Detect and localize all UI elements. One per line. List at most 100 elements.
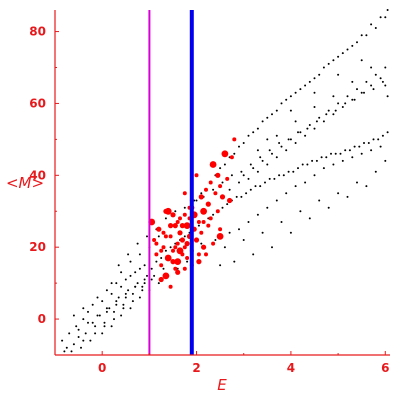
black-data-point — [370, 84, 373, 87]
black-data-point — [247, 221, 250, 223]
x-tick-label: 0 — [98, 361, 106, 375]
black-data-point — [96, 314, 99, 317]
black-data-point — [247, 177, 250, 180]
black-data-point — [346, 195, 349, 198]
x-tick-label: 2 — [192, 361, 200, 375]
black-data-point — [103, 325, 106, 328]
black-data-point — [264, 181, 266, 184]
black-data-point — [136, 242, 139, 245]
black-data-point — [120, 314, 123, 317]
black-data-point — [379, 77, 382, 80]
black-data-point — [127, 289, 130, 292]
black-data-point — [169, 246, 172, 249]
x-tick-label: 6 — [381, 361, 389, 375]
black-data-point — [374, 27, 377, 29]
black-data-point — [339, 152, 342, 155]
black-data-point — [117, 264, 120, 267]
red-data-point — [161, 245, 166, 250]
red-data-point — [173, 266, 178, 271]
black-data-point — [82, 318, 85, 321]
y-tick-label: 0 — [38, 312, 46, 326]
black-data-point — [103, 321, 106, 324]
red-data-point — [178, 216, 182, 221]
red-data-point — [175, 220, 180, 224]
black-data-point — [72, 314, 75, 317]
red-data-point — [215, 172, 221, 178]
black-data-point — [266, 138, 269, 141]
red-data-point — [154, 241, 159, 246]
black-data-point — [256, 149, 259, 152]
red-data-point — [175, 241, 180, 246]
black-data-point — [96, 296, 99, 299]
black-data-point — [110, 282, 113, 285]
black-data-point — [384, 84, 387, 87]
black-data-point — [297, 167, 299, 170]
black-data-point — [134, 271, 137, 274]
black-data-point — [351, 156, 354, 159]
y-tick-label: 20 — [29, 240, 46, 254]
black-data-point — [381, 134, 384, 137]
red-data-point — [201, 244, 207, 250]
black-data-point — [242, 239, 245, 241]
black-data-point — [63, 350, 66, 353]
black-data-point — [301, 163, 304, 166]
black-data-point — [367, 142, 370, 144]
black-data-point — [80, 346, 82, 349]
black-data-point — [219, 167, 222, 170]
black-data-point — [377, 138, 380, 141]
black-data-point — [212, 188, 215, 191]
black-data-point — [308, 80, 311, 83]
black-data-point — [162, 267, 165, 270]
red-data-point — [196, 220, 201, 224]
black-data-point — [337, 73, 340, 76]
black-data-point — [306, 127, 309, 130]
black-data-point — [287, 170, 290, 173]
black-data-point — [365, 34, 368, 37]
black-data-point — [308, 217, 311, 220]
red-data-point — [173, 245, 178, 250]
red-data-point — [196, 259, 202, 265]
black-data-point — [372, 138, 375, 141]
black-data-point — [124, 278, 127, 281]
black-data-point — [261, 120, 264, 123]
black-data-point — [129, 307, 132, 310]
black-data-point — [271, 113, 273, 116]
black-data-point — [386, 131, 389, 134]
black-data-point — [141, 285, 144, 288]
red-data-point — [163, 234, 168, 239]
black-data-point — [98, 314, 101, 317]
black-data-point — [332, 163, 335, 166]
black-data-point — [353, 98, 356, 101]
red-data-point — [218, 227, 223, 232]
black-data-point — [374, 73, 377, 76]
black-data-point — [200, 242, 203, 245]
black-data-point — [91, 321, 94, 324]
red-data-point — [161, 230, 166, 235]
black-data-point — [238, 181, 240, 184]
red-data-point — [158, 276, 164, 283]
black-data-point — [249, 188, 252, 191]
red-data-point — [225, 176, 230, 181]
black-data-point — [101, 332, 104, 335]
black-data-point — [379, 145, 382, 148]
black-data-point — [115, 303, 118, 306]
black-data-point — [370, 149, 373, 152]
black-data-point — [386, 95, 389, 98]
black-data-point — [360, 91, 363, 94]
black-data-point — [61, 339, 64, 342]
black-data-point — [351, 80, 354, 83]
black-data-point — [370, 23, 373, 26]
black-data-point — [110, 292, 113, 295]
red-data-point — [182, 212, 187, 217]
black-data-point — [143, 264, 146, 267]
black-data-point — [157, 282, 160, 285]
red-data-point — [184, 241, 190, 247]
black-data-point — [337, 55, 340, 58]
black-data-point — [313, 106, 316, 108]
black-data-point — [341, 159, 344, 162]
black-data-point — [115, 300, 118, 303]
y-axis-title: <M> — [6, 174, 44, 192]
black-data-point — [105, 310, 108, 313]
black-data-point — [315, 120, 318, 123]
black-data-point — [122, 307, 125, 310]
